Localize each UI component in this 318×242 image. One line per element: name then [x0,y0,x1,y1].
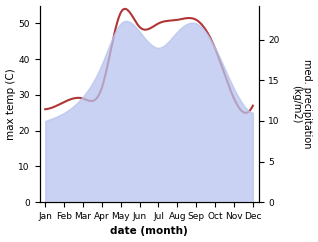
X-axis label: date (month): date (month) [110,227,188,236]
Y-axis label: med. precipitation
(kg/m2): med. precipitation (kg/m2) [291,59,313,149]
Y-axis label: max temp (C): max temp (C) [5,68,16,140]
